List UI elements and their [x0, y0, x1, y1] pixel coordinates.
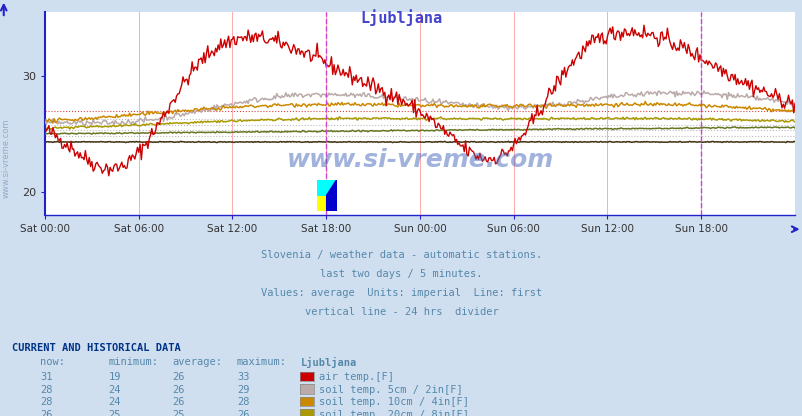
- Text: Ljubljana: Ljubljana: [360, 9, 442, 26]
- Text: soil temp. 10cm / 4in[F]: soil temp. 10cm / 4in[F]: [318, 397, 468, 407]
- Text: www.si-vreme.com: www.si-vreme.com: [286, 148, 553, 172]
- Text: air temp.[F]: air temp.[F]: [318, 372, 393, 382]
- Polygon shape: [326, 180, 336, 211]
- Text: CURRENT AND HISTORICAL DATA: CURRENT AND HISTORICAL DATA: [12, 343, 180, 353]
- Text: 25: 25: [108, 410, 121, 416]
- Text: 26: 26: [172, 372, 185, 382]
- Text: 26: 26: [237, 410, 249, 416]
- Text: Slovenia / weather data - automatic stations.: Slovenia / weather data - automatic stat…: [261, 250, 541, 260]
- Text: 25: 25: [172, 410, 185, 416]
- Polygon shape: [316, 195, 326, 211]
- Text: maximum:: maximum:: [237, 357, 286, 366]
- Text: Ljubljana: Ljubljana: [301, 357, 357, 368]
- Text: 28: 28: [40, 385, 53, 395]
- Text: 28: 28: [237, 397, 249, 407]
- Text: www.si-vreme.com: www.si-vreme.com: [2, 118, 11, 198]
- Text: now:: now:: [40, 357, 65, 366]
- Text: minimum:: minimum:: [108, 357, 158, 366]
- Text: soil temp. 20cm / 8in[F]: soil temp. 20cm / 8in[F]: [318, 410, 468, 416]
- Text: 26: 26: [172, 397, 185, 407]
- Text: 19: 19: [108, 372, 121, 382]
- Text: 24: 24: [108, 397, 121, 407]
- Text: last two days / 5 minutes.: last two days / 5 minutes.: [320, 269, 482, 279]
- Text: 24: 24: [108, 385, 121, 395]
- Text: 26: 26: [40, 410, 53, 416]
- Text: soil temp. 5cm / 2in[F]: soil temp. 5cm / 2in[F]: [318, 385, 462, 395]
- Text: 28: 28: [40, 397, 53, 407]
- Text: average:: average:: [172, 357, 222, 366]
- Text: 33: 33: [237, 372, 249, 382]
- Text: 29: 29: [237, 385, 249, 395]
- Polygon shape: [316, 180, 336, 195]
- Text: Values: average  Units: imperial  Line: first: Values: average Units: imperial Line: fi…: [261, 288, 541, 298]
- Text: vertical line - 24 hrs  divider: vertical line - 24 hrs divider: [304, 307, 498, 317]
- Text: 31: 31: [40, 372, 53, 382]
- Text: 26: 26: [172, 385, 185, 395]
